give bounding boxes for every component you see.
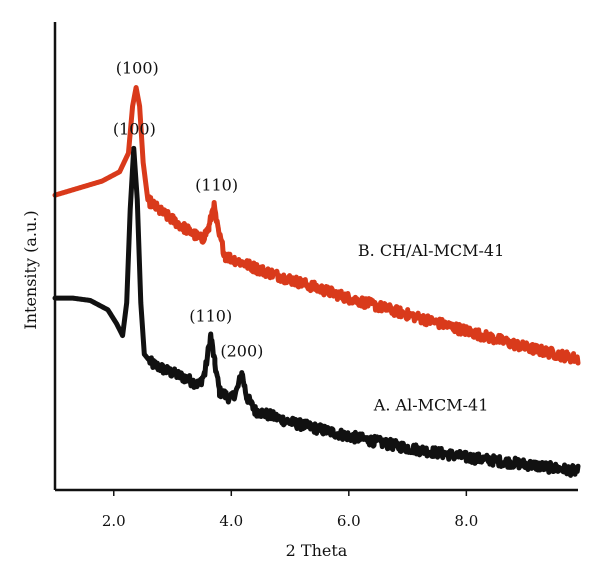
peak-annotation: (100) [116, 58, 159, 77]
series-line-ch-al-mcm-41 [52, 85, 581, 366]
x-tick-label: 8.0 [454, 512, 478, 530]
x-tick-label: 4.0 [219, 512, 243, 530]
peak-annotation: (110) [195, 175, 238, 194]
peak-annotation: (100) [113, 119, 156, 138]
peak-annotation: (200) [220, 342, 263, 361]
series-line-al-mcm-41 [52, 145, 581, 478]
x-tick-label: 2.0 [102, 512, 126, 530]
x-tick-label: 6.0 [337, 512, 361, 530]
series-label-ch-al-mcm-41: B. CH/Al-MCM-41 [358, 241, 504, 260]
peak-annotation: (110) [189, 307, 232, 326]
series-label-al-mcm-41: A. Al-MCM-41 [373, 395, 489, 414]
x-axis-title: 2 Theta [286, 541, 348, 560]
y-axis-title: Intensity (a.u.) [21, 210, 40, 329]
